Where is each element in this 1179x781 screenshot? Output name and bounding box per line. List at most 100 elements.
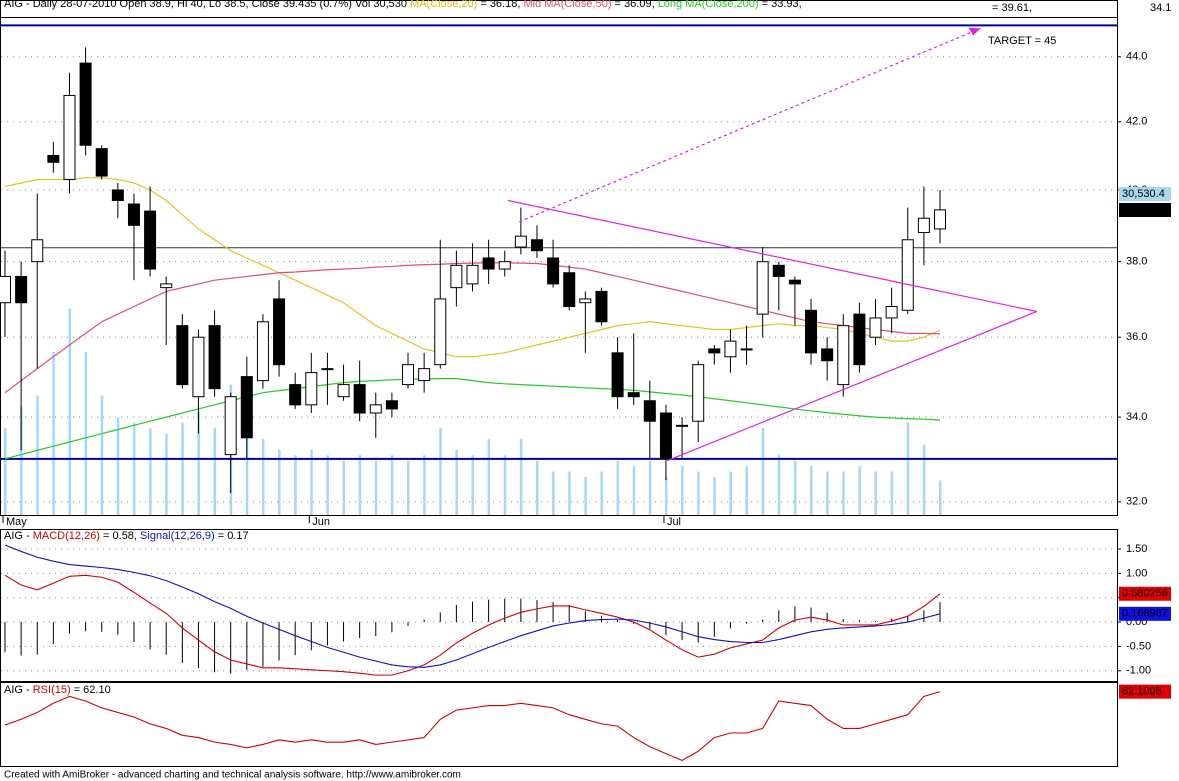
volume-bar [149, 428, 152, 515]
volume-bar [503, 455, 507, 515]
volume-bar [132, 422, 136, 515]
header-segment: AIG - [4, 684, 33, 696]
candle-body [659, 412, 672, 460]
volume-bar [632, 466, 636, 515]
x-tick-label: Jun [312, 516, 330, 528]
volume-bar [906, 422, 910, 515]
moving-average [4, 377, 941, 460]
volume-bar [713, 476, 716, 515]
volume-bar [68, 308, 71, 515]
candle-body [160, 283, 173, 289]
volume-bar [922, 444, 926, 515]
indicator-value-label-bg [1119, 684, 1171, 699]
trendline [667, 310, 1037, 462]
y-tick-label: 32.0 [1126, 496, 1147, 508]
candle-body [192, 336, 205, 398]
volume-bar [745, 466, 749, 515]
trendline [507, 199, 1037, 313]
candle-body [708, 348, 721, 354]
volume-bar [487, 438, 491, 515]
candle-body [402, 364, 415, 386]
candle-body [901, 239, 914, 311]
pane-header: AIG - RSI(15) = 62.10 [4, 684, 111, 696]
y-tick-label: -1.00 [1126, 665, 1151, 677]
volume-bar [552, 471, 555, 515]
candle-body [563, 272, 576, 308]
indicator-value-label: 0.168987 [1122, 608, 1168, 620]
volume-bar [664, 476, 668, 515]
candle-body [240, 376, 253, 439]
candle-body [692, 364, 705, 422]
header-segment: = 36.09, [612, 0, 658, 10]
candle-body [917, 217, 930, 234]
volume-bar [697, 471, 700, 515]
volume-bar [826, 471, 829, 515]
annotation: TARGET = 45 [988, 35, 1056, 47]
header-segment: = 0.58, [100, 530, 140, 542]
volume-bar [842, 471, 845, 515]
indicator-value-label-bg [1119, 606, 1171, 621]
volume-bar [36, 395, 39, 515]
header-segment: = 33.93, [759, 0, 802, 10]
candle-body [79, 62, 92, 146]
header-segment: Long MA(Close,200) [658, 0, 759, 10]
volume-bar [100, 395, 104, 515]
volume-bar [535, 460, 539, 515]
candle-body [450, 264, 463, 289]
volume-bar [4, 428, 7, 515]
candle-body [788, 279, 801, 285]
volume-bar [455, 449, 458, 515]
volume-bar [374, 460, 378, 515]
candle-body [595, 290, 608, 323]
candle-body [256, 321, 269, 382]
y-tick-label: 1.50 [1126, 543, 1147, 555]
candle-body [772, 264, 785, 277]
volume-bar [810, 466, 813, 515]
volume-bar [358, 455, 362, 515]
header-segment: MA(Close,20) [410, 0, 477, 10]
volume-bar [777, 455, 781, 515]
candle-body [144, 210, 157, 270]
candle-body [63, 94, 76, 181]
candle-body [724, 340, 737, 358]
indicator-line [4, 544, 941, 668]
candle-body [466, 264, 479, 285]
y-tick-label: 38.0 [1126, 256, 1147, 268]
volume-bar [600, 471, 603, 515]
pane-header: AIG - MACD(12,26) = 0.58, Signal(12,26,9… [4, 530, 249, 542]
volume-bar [584, 476, 587, 515]
volume-bar [616, 460, 620, 515]
x-tick-label: Jul [667, 516, 681, 528]
header-segment: AIG - [4, 530, 33, 542]
arrow-head [968, 27, 981, 36]
header-segment: = 62.10 [71, 684, 111, 696]
volume-bar [326, 455, 329, 515]
header-segment: Mid MA(Close,50) [523, 0, 611, 10]
indicator-line [4, 574, 941, 676]
header-right: = 39.61, [992, 2, 1032, 14]
volume-bar [213, 428, 217, 515]
top-axis-label: 34.1 [1150, 2, 1171, 14]
volume-bar [648, 460, 652, 515]
candle-body [434, 298, 447, 366]
candle-body [676, 424, 689, 427]
volume-bar [439, 428, 442, 515]
indicator-value-label: 62.1008 [1122, 686, 1162, 698]
candle-body [385, 400, 398, 410]
candle-body [611, 352, 624, 398]
trendline [519, 27, 981, 223]
candle-body [111, 189, 124, 201]
moving-average [4, 177, 941, 358]
candle-body [369, 404, 382, 414]
candle-body [643, 400, 656, 422]
volume-bar [471, 455, 474, 515]
candle-body [273, 298, 286, 366]
candle-body [805, 309, 818, 354]
candle-body [0, 275, 11, 304]
candle-body [934, 209, 946, 230]
volume-bar [165, 433, 168, 515]
volume-bar [310, 449, 313, 515]
volume-bar [793, 460, 797, 515]
